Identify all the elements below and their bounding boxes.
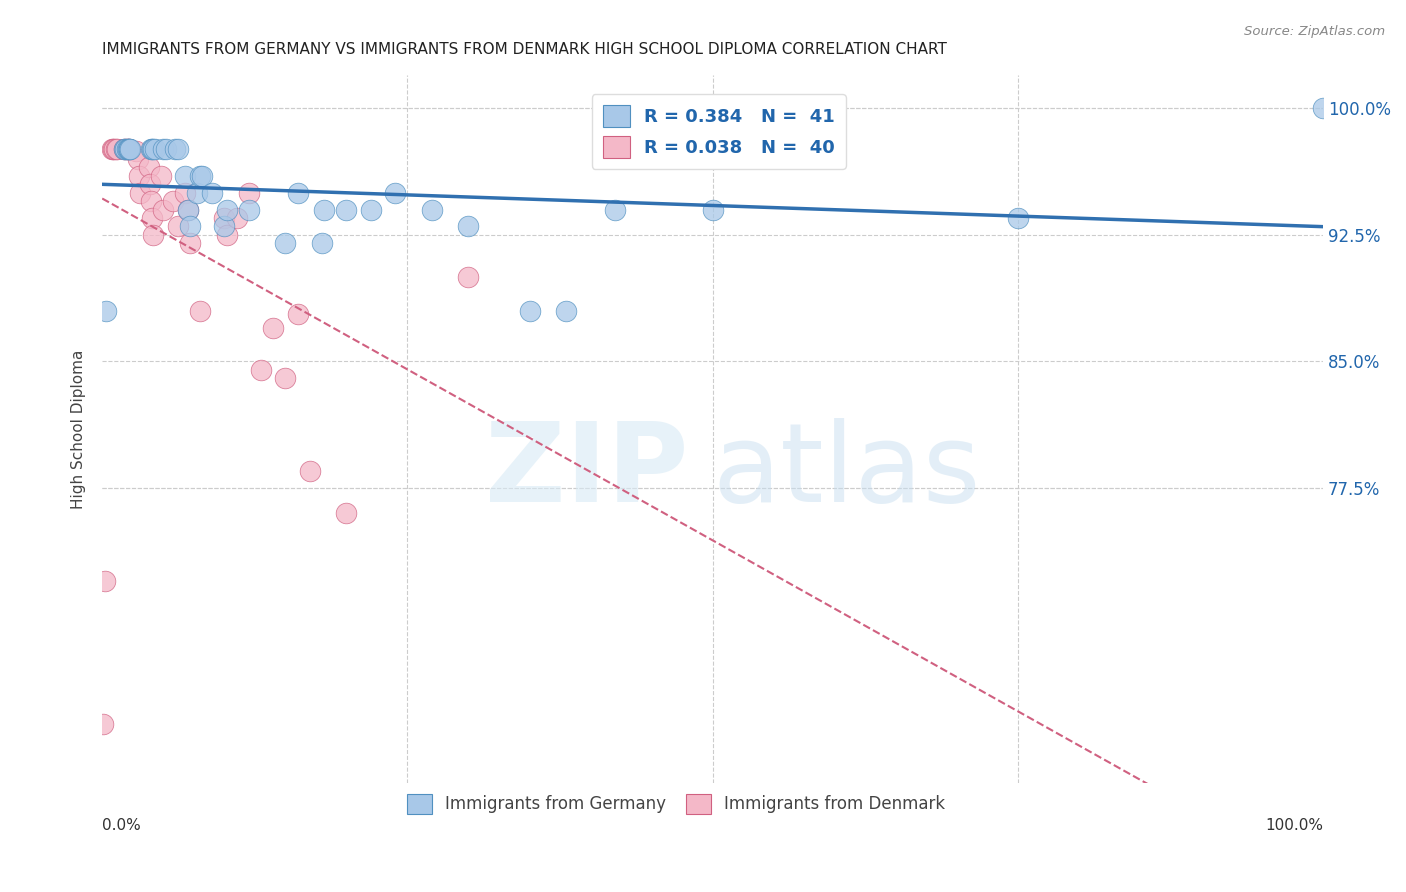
Text: IMMIGRANTS FROM GERMANY VS IMMIGRANTS FROM DENMARK HIGH SCHOOL DIPLOMA CORRELATI: IMMIGRANTS FROM GERMANY VS IMMIGRANTS FR… (103, 42, 948, 57)
Y-axis label: High School Diploma: High School Diploma (72, 349, 86, 508)
Point (120, 142, 142, 156)
Point (152, 142, 174, 156)
Legend: Immigrants from Germany, Immigrants from Denmark: Immigrants from Germany, Immigrants from… (399, 787, 952, 821)
Point (114, 142, 136, 156)
Point (162, 194, 184, 208)
Point (457, 219, 479, 234)
Point (274, 371, 297, 385)
Point (112, 142, 135, 156)
Text: 100.0%: 100.0% (1265, 819, 1323, 833)
Point (128, 169, 150, 183)
Point (176, 202, 198, 217)
Point (114, 142, 136, 156)
Text: ZIP: ZIP (485, 417, 689, 524)
Point (457, 270, 479, 285)
Point (118, 142, 141, 156)
Point (115, 142, 138, 156)
Point (127, 152, 149, 166)
Point (225, 211, 247, 225)
Point (155, 142, 177, 156)
Point (105, 142, 128, 156)
Point (214, 211, 236, 225)
Point (274, 236, 297, 251)
Point (250, 363, 273, 377)
Point (384, 186, 406, 200)
Point (360, 202, 382, 217)
Point (152, 202, 174, 217)
Point (215, 227, 238, 242)
Point (103, 142, 125, 156)
Point (93, 574, 115, 588)
Point (262, 320, 284, 334)
Point (101, 142, 124, 156)
Point (311, 236, 333, 251)
Point (603, 202, 626, 217)
Point (141, 142, 163, 156)
Point (1007, 211, 1029, 225)
Point (420, 202, 443, 217)
Point (215, 202, 238, 217)
Point (188, 303, 211, 318)
Point (314, 202, 336, 217)
Point (138, 161, 160, 175)
Point (519, 303, 541, 318)
Point (298, 464, 321, 478)
Point (149, 169, 172, 183)
Point (165, 142, 187, 156)
Point (117, 142, 139, 156)
Point (103, 142, 125, 156)
Point (142, 142, 165, 156)
Point (702, 202, 724, 217)
Point (179, 219, 201, 234)
Point (214, 219, 236, 234)
Point (129, 186, 152, 200)
Point (335, 202, 357, 217)
Point (93, 717, 115, 731)
Point (176, 202, 198, 217)
Point (104, 142, 127, 156)
Point (1312, 101, 1334, 115)
Point (139, 178, 162, 192)
Point (118, 142, 141, 156)
Point (555, 303, 578, 318)
Point (335, 506, 357, 520)
Text: Source: ZipAtlas.com: Source: ZipAtlas.com (1244, 25, 1385, 38)
Point (174, 186, 197, 200)
Point (167, 219, 190, 234)
Point (238, 202, 260, 217)
Text: 0.0%: 0.0% (103, 819, 141, 833)
Point (174, 169, 197, 183)
Point (188, 169, 211, 183)
Point (191, 169, 214, 183)
Point (115, 142, 138, 156)
Point (141, 211, 163, 225)
Point (125, 144, 148, 158)
Point (143, 142, 166, 156)
Point (118, 142, 141, 156)
Point (112, 142, 135, 156)
Point (167, 142, 190, 156)
Point (238, 186, 260, 200)
Point (142, 227, 165, 242)
Point (287, 186, 309, 200)
Point (117, 142, 139, 156)
Point (186, 186, 208, 200)
Point (139, 142, 162, 156)
Point (179, 236, 201, 251)
Point (94, 303, 117, 318)
Point (287, 307, 309, 321)
Point (139, 194, 162, 208)
Point (201, 186, 224, 200)
Text: atlas: atlas (713, 417, 981, 524)
